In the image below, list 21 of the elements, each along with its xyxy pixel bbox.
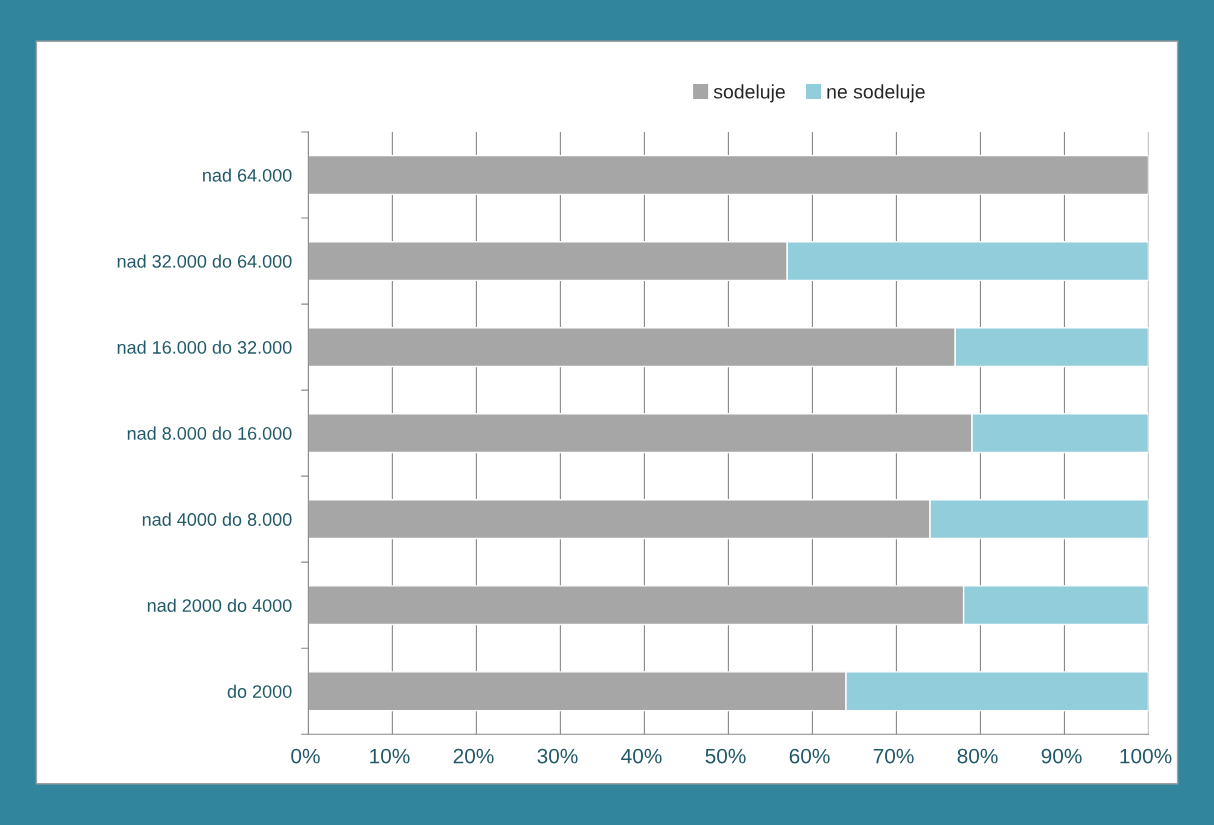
- y-tick-label: nad 2000 do 4000: [147, 598, 292, 612]
- y-tick-label: nad 8.000 do 16.000: [127, 426, 292, 440]
- x-tick-label: 20%: [453, 748, 494, 764]
- x-tick-label: 0%: [291, 748, 320, 764]
- x-tick-label: 10%: [370, 748, 410, 764]
- x-tick-label: 60%: [789, 748, 830, 764]
- x-tick-label: 50%: [705, 748, 746, 764]
- y-tick-label: do 2000: [227, 684, 292, 698]
- x-tick-label: 100%: [1120, 748, 1172, 764]
- x-tick-label: 70%: [873, 748, 914, 764]
- x-tick-label: 30%: [537, 748, 578, 764]
- legend-label: ne sodeluje: [827, 84, 925, 103]
- y-tick-label: nad 16.000 do 32.000: [117, 340, 292, 354]
- x-tick-label: 90%: [1041, 748, 1082, 764]
- legend-label: sodeluje: [713, 84, 785, 103]
- y-tick-label: nad 4000 do 8.000: [142, 512, 292, 526]
- y-tick-label: nad 64.000: [203, 168, 292, 182]
- y-tick-label: nad 32.000 do 64.000: [117, 254, 292, 268]
- x-tick-label: 80%: [957, 748, 998, 764]
- x-tick-label: 40%: [621, 748, 662, 764]
- bar: [308, 154, 1149, 196]
